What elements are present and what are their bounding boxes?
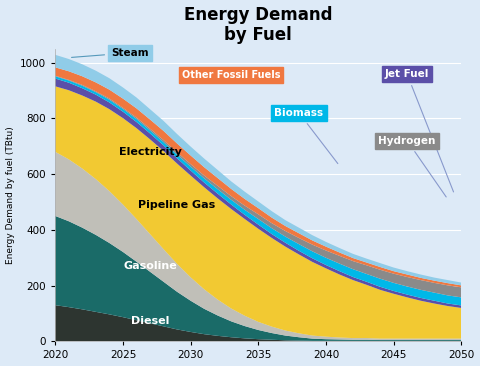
Text: Diesel: Diesel (131, 315, 169, 325)
Y-axis label: Energy Demand by fuel (TBtu): Energy Demand by fuel (TBtu) (6, 126, 14, 264)
Text: Other Fossil Fuels: Other Fossil Fuels (182, 70, 280, 80)
Text: Biomass: Biomass (275, 108, 338, 164)
Text: Electricity: Electricity (119, 147, 181, 157)
Text: Gasoline: Gasoline (123, 261, 177, 271)
Text: Hydrogen: Hydrogen (379, 136, 446, 197)
Title: Energy Demand
by Fuel: Energy Demand by Fuel (184, 5, 333, 44)
Text: Steam: Steam (72, 48, 148, 58)
Text: Jet Fuel: Jet Fuel (385, 69, 454, 192)
Text: Pipeline Gas: Pipeline Gas (138, 200, 216, 210)
